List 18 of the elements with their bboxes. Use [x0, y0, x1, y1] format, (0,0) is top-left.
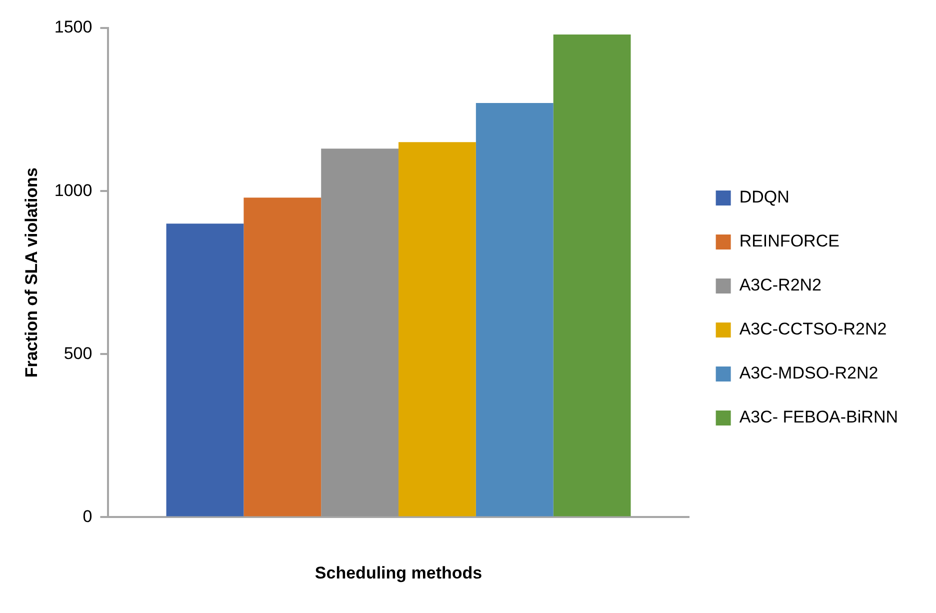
- bar: [244, 198, 322, 516]
- bar: [166, 224, 244, 516]
- y-tick-label: 1000: [54, 180, 92, 200]
- bar: [321, 148, 399, 516]
- legend-label: DDQN: [739, 188, 790, 207]
- legend-label: A3C-CCTSO-R2N2: [739, 320, 887, 339]
- legend-label: REINFORCE: [739, 232, 840, 251]
- legend-label: A3C-R2N2: [739, 276, 822, 295]
- y-tick-label: 1500: [54, 18, 92, 37]
- x-axis-title: Scheduling methods: [314, 563, 482, 582]
- y-tick-label: 500: [64, 344, 92, 363]
- bar: [476, 103, 554, 516]
- bar: [398, 142, 476, 516]
- legend-label: A3C-MDSO-R2N2: [739, 364, 878, 383]
- bar: [553, 34, 631, 516]
- y-axis-title: Fraction of SLA violations: [22, 168, 41, 378]
- legend-label: A3C- FEBOA-BiRNN: [739, 408, 898, 427]
- y-tick-label: 0: [82, 506, 92, 526]
